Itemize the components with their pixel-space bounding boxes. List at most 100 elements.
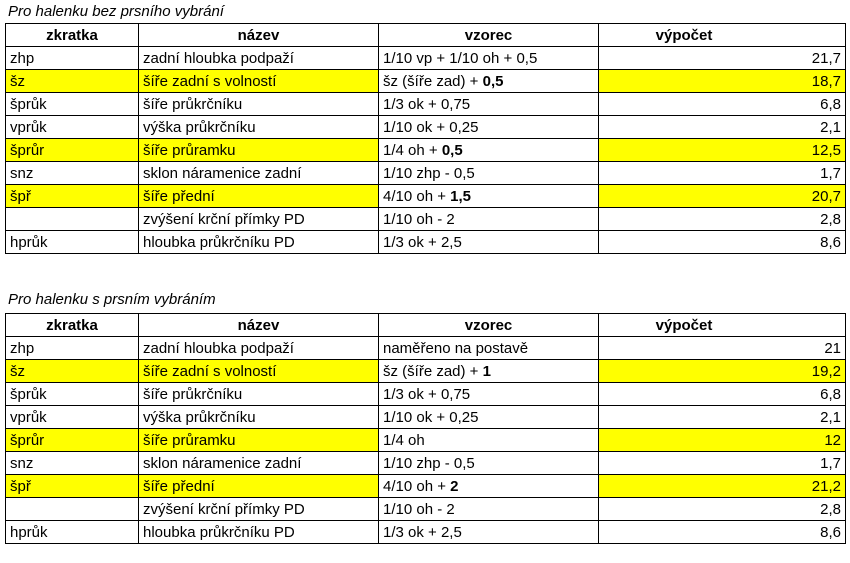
cell-abbreviation: šprůk — [5, 92, 139, 116]
cell-name: šíře průkrčníku — [138, 92, 379, 116]
table-row: špř šíře přední 4/10 oh + 2 21,2 — [5, 474, 846, 498]
formula-text: 4/10 oh + — [383, 477, 451, 495]
cell-formula: 4/10 oh + 2 — [378, 474, 599, 498]
cell-calculation: 8,6 — [598, 230, 846, 254]
cell-name: šíře zadní s volností — [138, 69, 379, 93]
section-caption-without-bust-dart: Pro halenku bez prsního vybrání — [8, 3, 224, 20]
header-calculation: výpočet — [598, 313, 846, 337]
cell-formula: 1/10 ok + 0,25 — [378, 115, 599, 139]
cell-name: hloubka průkrčníku PD — [138, 520, 379, 544]
header-name: název — [138, 313, 379, 337]
cell-abbreviation: šprůk — [5, 382, 139, 406]
cell-formula: 1/10 oh - 2 — [378, 207, 599, 231]
formula-text: 1/4 oh — [383, 431, 425, 449]
cell-abbreviation: šz — [5, 359, 139, 383]
formula-text: šz (šíře zad) + — [383, 362, 483, 380]
cell-name: výška průkrčníku — [138, 405, 379, 429]
formula-text: 4/10 oh + — [383, 187, 451, 205]
table-row: šprůr šíře průramku 1/4 oh 12 — [5, 428, 846, 452]
cell-formula: naměřeno na postavě — [378, 336, 599, 360]
cell-calculation: 1,7 — [598, 161, 846, 185]
table-row: šprůk šíře průkrčníku 1/3 ok + 0,75 6,8 — [5, 92, 846, 116]
cell-name: šíře průramku — [138, 138, 379, 162]
cell-abbreviation: vprůk — [5, 115, 139, 139]
cell-formula: 1/3 ok + 0,75 — [378, 92, 599, 116]
cell-abbreviation — [5, 497, 139, 521]
formula-bold-value: 0,5 — [482, 72, 504, 90]
cell-calculation: 2,1 — [598, 115, 846, 139]
cell-formula: 1/10 zhp - 0,5 — [378, 451, 599, 475]
cell-formula: 1/10 oh - 2 — [378, 497, 599, 521]
table-row: zvýšení krční přímky PD 1/10 oh - 2 2,8 — [5, 207, 846, 231]
cell-name: zvýšení krční přímky PD — [138, 207, 379, 231]
table-row: zvýšení krční přímky PD 1/10 oh - 2 2,8 — [5, 497, 846, 521]
formula-bold-value: 0,5 — [441, 141, 463, 159]
table-row: šprůk šíře průkrčníku 1/3 ok + 0,75 6,8 — [5, 382, 846, 406]
cell-name: šíře zadní s volností — [138, 359, 379, 383]
table-row: hprůk hloubka průkrčníku PD 1/3 ok + 2,5 8,… — [5, 520, 846, 544]
cell-calculation: 2,1 — [598, 405, 846, 429]
cell-name: sklon náramenice zadní — [138, 451, 379, 475]
table-row: špř šíře přední 4/10 oh + 1,5 20,7 — [5, 184, 846, 208]
cell-formula: 1/10 vp + 1/10 oh + 0,5 — [378, 46, 599, 70]
formula-text: 1/10 vp + 1/10 oh + 0,5 — [383, 49, 538, 67]
table-row: vprůk výška průkrčníku 1/10 ok + 0,25 2,1 — [5, 115, 846, 139]
header-calculation: výpočet — [598, 23, 846, 47]
cell-abbreviation: šprůr — [5, 428, 139, 452]
header-formula: vzorec — [378, 23, 599, 47]
cell-formula: 1/3 ok + 2,5 — [378, 230, 599, 254]
table-row: zhp zadní hloubka podpaží naměřeno na post… — [5, 336, 846, 360]
formula-text: 1/3 ok + 0,75 — [383, 385, 471, 403]
table-row: šz šíře zadní s volností šz (šíře zad) + 1… — [5, 359, 846, 383]
formula-text: 1/3 ok + 2,5 — [383, 233, 462, 251]
cell-calculation: 21,2 — [598, 474, 846, 498]
cell-calculation: 18,7 — [598, 69, 846, 93]
cell-abbreviation: snz — [5, 161, 139, 185]
table-row: šprůr šíře průramku 1/4 oh + 0,5 12,5 — [5, 138, 846, 162]
formula-bold-value: 1,5 — [450, 187, 472, 205]
cell-calculation: 21,7 — [598, 46, 846, 70]
formula-text: 1/10 zhp - 0,5 — [383, 164, 475, 182]
cell-abbreviation: hprůk — [5, 230, 139, 254]
header-name: název — [138, 23, 379, 47]
cell-calculation: 21 — [598, 336, 846, 360]
cell-abbreviation: špř — [5, 184, 139, 208]
cell-calculation: 2,8 — [598, 497, 846, 521]
cell-calculation: 8,6 — [598, 520, 846, 544]
cell-formula: 1/10 ok + 0,25 — [378, 405, 599, 429]
formula-text: 1/10 ok + 0,25 — [383, 408, 479, 426]
formula-bold-value: 1 — [482, 362, 491, 380]
header-abbreviation: zkratka — [5, 313, 139, 337]
header-formula: vzorec — [378, 313, 599, 337]
formula-text: 1/10 oh - 2 — [383, 210, 455, 228]
formula-text: 1/10 oh - 2 — [383, 500, 455, 518]
cell-name: zadní hloubka podpaží — [138, 46, 379, 70]
formula-bold-value: 2 — [450, 477, 459, 495]
cell-abbreviation: snz — [5, 451, 139, 475]
header-row: zkratka název vzorec výpočet — [5, 23, 846, 47]
cell-calculation: 2,8 — [598, 207, 846, 231]
cell-calculation: 6,8 — [598, 382, 846, 406]
section-caption-with-bust-dart: Pro halenku s prsním vybráním — [8, 291, 216, 308]
cell-calculation: 12,5 — [598, 138, 846, 162]
cell-formula: 1/4 oh + 0,5 — [378, 138, 599, 162]
cell-name: sklon náramenice zadní — [138, 161, 379, 185]
cell-abbreviation: šz — [5, 69, 139, 93]
formula-text: 1/3 ok + 0,75 — [383, 95, 471, 113]
cell-name: zadní hloubka podpaží — [138, 336, 379, 360]
cell-name: šíře průramku — [138, 428, 379, 452]
calculation-table-without-bust-dart: zkratka název vzorec výpočet zhp zadní hl… — [5, 23, 846, 254]
formula-text: naměřeno na postavě — [383, 339, 529, 357]
cell-abbreviation — [5, 207, 139, 231]
cell-calculation: 1,7 — [598, 451, 846, 475]
cell-calculation: 20,7 — [598, 184, 846, 208]
table-row: vprůk výška průkrčníku 1/10 ok + 0,25 2,1 — [5, 405, 846, 429]
cell-name: hloubka průkrčníku PD — [138, 230, 379, 254]
cell-formula: 1/10 zhp - 0,5 — [378, 161, 599, 185]
cell-formula: 4/10 oh + 1,5 — [378, 184, 599, 208]
calculation-table-with-bust-dart: zkratka název vzorec výpočet zhp zadní hl… — [5, 313, 846, 544]
cell-calculation: 19,2 — [598, 359, 846, 383]
cell-name: výška průkrčníku — [138, 115, 379, 139]
cell-formula: 1/4 oh — [378, 428, 599, 452]
cell-formula: šz (šíře zad) + 1 — [378, 359, 599, 383]
